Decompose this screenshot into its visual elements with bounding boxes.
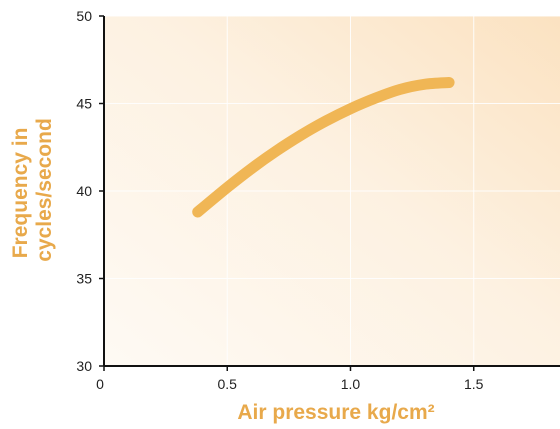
- x-tick-label: 0.5: [218, 376, 238, 392]
- y-axis-title-line-1: Frequency in: [9, 128, 32, 259]
- y-tick-label: 35: [76, 271, 92, 287]
- x-tick-label: 0: [96, 376, 104, 392]
- x-tick-label: 1.5: [464, 376, 484, 392]
- x-axis-title: Air pressure kg/cm²: [237, 401, 434, 424]
- series-line: [192, 77, 455, 218]
- y-tick-label: 30: [76, 358, 92, 374]
- y-tick-label: 50: [76, 8, 92, 24]
- tick-labels: 30 35 40 45 50 0 0.5 1.0 1.5: [76, 8, 483, 392]
- y-tick-label: 45: [76, 96, 92, 112]
- axes: [99, 15, 560, 371]
- y-axis-title: Frequency in cycles/second: [9, 118, 56, 262]
- y-axis-title-line-2: cycles/second: [33, 118, 56, 262]
- y-tick-label: 40: [76, 183, 92, 199]
- gridlines: [104, 15, 560, 366]
- x-tick-label: 1.0: [341, 376, 361, 392]
